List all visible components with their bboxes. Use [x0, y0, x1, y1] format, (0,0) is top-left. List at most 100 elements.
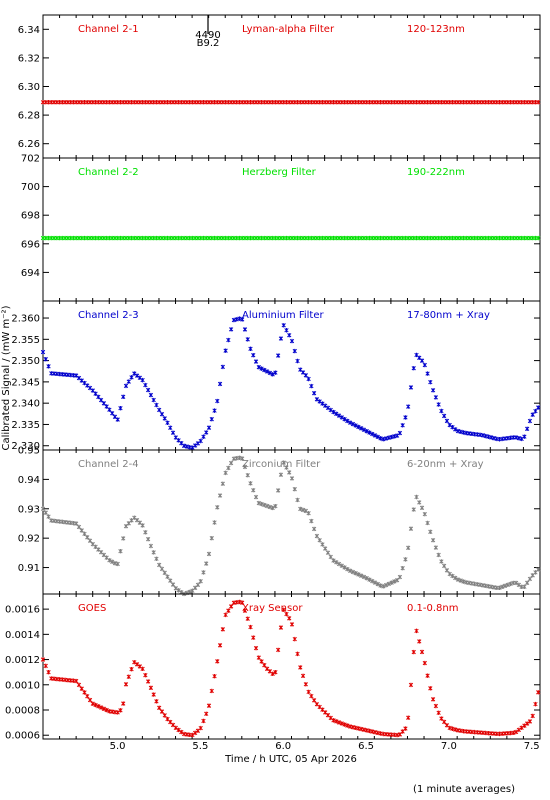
panel-3: 2.330 2.335 2.340 2.345 2.350 2.355 2.360 Chann… — [11, 300, 541, 452]
data-point — [447, 571, 452, 577]
data-point — [137, 375, 142, 380]
data-point — [372, 433, 378, 438]
data-point — [251, 488, 256, 493]
data-point — [453, 427, 458, 432]
data-point — [251, 352, 256, 358]
data-point — [281, 460, 286, 465]
panel-filter-label: Zirconium Filter — [242, 459, 321, 470]
y-tick-label: 2.355 — [11, 335, 40, 346]
data-point — [96, 704, 101, 709]
data-point — [240, 456, 245, 461]
panel-2: 694 696 698 700 702 Channel 2-2 Herzberg Filte… — [21, 154, 541, 302]
data-point — [253, 359, 259, 364]
panel-band-label: 190-222nm — [407, 167, 465, 178]
data-point — [527, 719, 533, 724]
data-point — [406, 715, 411, 720]
data-point — [389, 580, 394, 585]
data-point — [140, 377, 145, 383]
data-point — [533, 701, 538, 707]
data-point — [439, 559, 444, 564]
data-point — [295, 497, 300, 503]
data-point — [74, 521, 79, 526]
panel-frame — [42, 449, 541, 595]
data-point — [339, 563, 344, 568]
data-point — [353, 423, 358, 428]
data-point — [276, 353, 281, 358]
data-point — [121, 536, 126, 541]
data-point — [206, 425, 212, 430]
x-tick-label: 6.5 — [358, 741, 374, 752]
data-point — [425, 371, 430, 376]
y-tick-label: 0.0006 — [5, 731, 40, 742]
data-point — [408, 526, 414, 531]
data-point — [151, 397, 156, 403]
data-point — [433, 703, 439, 709]
data-point — [334, 560, 339, 565]
data-point — [533, 408, 538, 414]
data-point — [430, 538, 436, 543]
data-point — [154, 556, 159, 561]
data-point — [522, 584, 527, 589]
y-tick-label: 698 — [21, 211, 40, 222]
data-point — [306, 376, 311, 382]
y-tick-label: 0.0014 — [5, 630, 40, 641]
data-point — [165, 420, 170, 425]
data-point — [193, 443, 198, 448]
data-point — [217, 381, 223, 387]
data-point — [220, 627, 225, 632]
y-tick-label: 6.34 — [18, 25, 40, 36]
data-point — [123, 682, 129, 687]
data-point — [118, 708, 123, 713]
data-point — [375, 581, 380, 587]
data-point — [383, 582, 389, 588]
data-point — [439, 716, 444, 721]
data-point — [217, 643, 223, 648]
data-point — [206, 551, 212, 557]
data-point — [170, 430, 176, 435]
data-point — [242, 464, 248, 470]
data-point — [436, 552, 441, 558]
data-point — [198, 579, 203, 584]
y-tick-label: 0.0016 — [5, 605, 40, 616]
data-point — [126, 379, 131, 384]
flare-marker: 4490 B9.2 — [195, 15, 221, 49]
data-point — [450, 573, 455, 579]
data-point — [303, 682, 308, 687]
data-point — [342, 565, 347, 570]
y-tick-label: 2.330 — [11, 441, 40, 452]
data-point — [226, 337, 231, 343]
data-point — [212, 520, 217, 525]
data-point — [240, 317, 245, 322]
data-point — [411, 366, 416, 371]
data-point — [516, 727, 522, 733]
x-tick-labels: 5.0 5.5 6.0 6.5 7.0 7.5 — [110, 741, 540, 752]
y-tick-label: 702 — [21, 154, 40, 165]
data-point — [516, 582, 522, 588]
data-point — [342, 722, 347, 727]
data-point — [248, 481, 253, 486]
data-point — [287, 470, 292, 475]
data-point — [201, 570, 206, 575]
data-point — [345, 418, 350, 424]
data-point — [223, 470, 228, 476]
data-point — [522, 434, 527, 439]
data-point — [298, 506, 303, 512]
y-tick-label: 0.0010 — [5, 680, 40, 691]
y-tick-label: 6.30 — [18, 82, 40, 93]
data-point — [195, 582, 201, 588]
x-tick-label: 5.0 — [110, 741, 126, 752]
data-point — [442, 563, 447, 569]
data-point — [226, 608, 231, 613]
data-point — [278, 472, 284, 477]
data-point — [154, 699, 159, 704]
data-point — [339, 721, 344, 726]
panel-frame — [42, 300, 541, 451]
data-point — [259, 659, 264, 664]
data-point — [306, 689, 311, 695]
data-point — [331, 409, 336, 415]
panel-channel-label: Channel 2-2 — [78, 167, 139, 178]
data-point — [411, 649, 416, 655]
data-point — [430, 388, 436, 393]
data-point — [82, 531, 87, 537]
